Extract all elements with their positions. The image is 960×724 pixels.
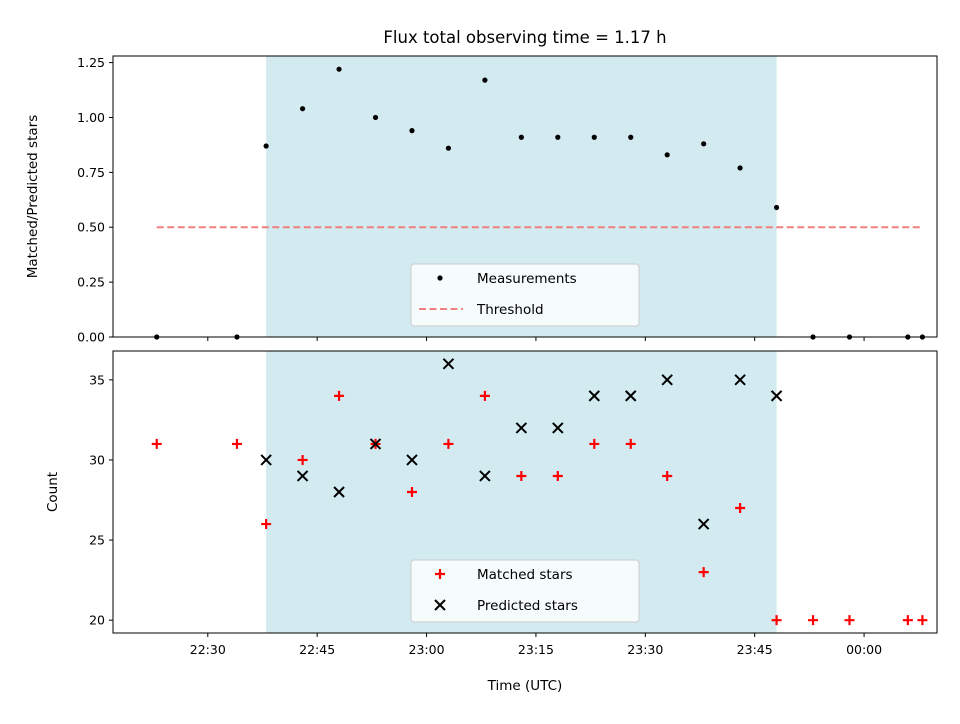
legend-box [410,263,640,327]
measurementspoint [482,77,488,83]
predicted-starspoint [406,454,418,466]
predicted-starspoint [260,454,272,466]
legend-label: Matched stars [477,567,573,583]
bottom-y-axis-label: Count [45,472,61,512]
x-tick-label: 23:00 [409,642,445,657]
x-tick-label: 00:00 [846,642,882,657]
chart-title: Flux total observing time = 1.17 h [383,28,666,47]
matched-starspoint [902,615,913,626]
top-legend: Measurements Threshold [410,263,640,327]
top-axes-frame [112,55,938,338]
top-y-axis-label: Matched/Predicted stars [25,115,41,278]
predicted-starspoint [588,390,600,402]
predicted-starspoint [515,422,528,434]
legend-label: Measurements [477,271,577,287]
matched-starspoint [516,470,527,481]
y-tick-label: 30 [89,452,105,467]
measurementspoint [773,204,780,211]
bottom-x-ticks: 22:30 22:45 23:00 23:15 23:30 23:45 00:00 [190,633,882,657]
predicted-starspoint [625,390,637,402]
measurementspoint [336,66,342,72]
top-panel: 0.00 0.25 0.50 0.75 1.00 1.25 Flux total obse… [25,28,938,345]
matched-starspoint [443,438,454,449]
matched-starspoint [589,438,600,449]
matched-starspoint [297,454,308,465]
bottom-legend: Matched stars Predicted stars [410,559,640,623]
matched-starspoint [735,503,746,514]
y-tick-label: 1.00 [77,110,105,125]
matched-starspoint [479,390,490,401]
matched-starspoint [151,438,162,449]
predicted-starspoint [333,486,345,498]
y-tick-label: 0.00 [77,330,105,345]
legend-swatch [434,599,446,611]
measurementspoint [409,128,415,134]
bottom-axes-frame [112,350,938,634]
top-x-ticks [207,337,865,341]
x-tick-label: 23:15 [518,642,554,657]
predicted-starspoint [661,374,673,386]
measurementspoint [701,141,707,147]
matched-starspoint [844,615,855,626]
y-tick-label: 20 [89,613,105,628]
bottom-y-ticks: 20 25 30 35 [89,372,113,628]
x-tick-label: 22:30 [190,642,226,657]
x-tick-label: 22:45 [299,642,335,657]
measurementspoint [664,152,670,158]
measurementspoint [737,165,743,171]
x-axis-label: Time (UTC) [487,678,563,694]
legend-label: Predicted stars [477,598,578,614]
matched-starspoint [808,615,819,626]
matched-starspoint [625,438,636,449]
measurementspoint [445,145,452,151]
measurementspoint [555,134,561,140]
top-y-ticks: 0.00 0.25 0.50 0.75 1.00 1.25 [77,55,113,345]
matched-starspoint [231,438,242,449]
matched-starspoint [334,390,345,401]
measurementspoint [628,134,634,140]
y-tick-label: 25 [89,533,105,548]
matched-starspoint [662,470,673,481]
measurementspoint [263,143,269,149]
predicted-starspoint [770,390,783,402]
measurementspoint [591,134,597,140]
measurementspoint [518,134,524,140]
measurementspoint [299,106,306,112]
predicted-starspoint [442,358,455,370]
y-tick-label: 0.50 [77,220,105,235]
predicted-starspoint [552,422,564,434]
y-tick-label: 0.25 [77,275,105,290]
x-tick-label: 23:30 [627,642,663,657]
measurementspoint [372,114,379,121]
predicted-starspoint [369,438,382,450]
matched-starspoint [406,487,417,497]
matched-starspoint [261,519,272,530]
legend-swatch [435,569,445,579]
x-tick-label: 23:45 [737,642,773,657]
matched-starspoint [552,470,563,481]
bottom-panel: 20 25 30 35 22:30 22:45 23:00 23:15 23:30 23:45 0… [45,350,938,694]
predicted-starspoint [296,470,309,482]
top-series [154,66,926,340]
y-tick-label: 0.75 [77,165,105,180]
y-tick-label: 35 [89,372,105,387]
legend-swatch [437,275,443,281]
y-tick-label: 1.25 [77,55,105,70]
bottom-series [151,358,928,626]
matched-starspoint [771,615,782,626]
matched-starspoint [917,615,928,626]
legend-label: Threshold [476,302,544,318]
predicted-starspoint [734,374,746,386]
legend-box [410,559,640,623]
matched-starspoint [698,567,709,578]
predicted-starspoint [479,470,491,482]
predicted-starspoint [697,518,710,530]
